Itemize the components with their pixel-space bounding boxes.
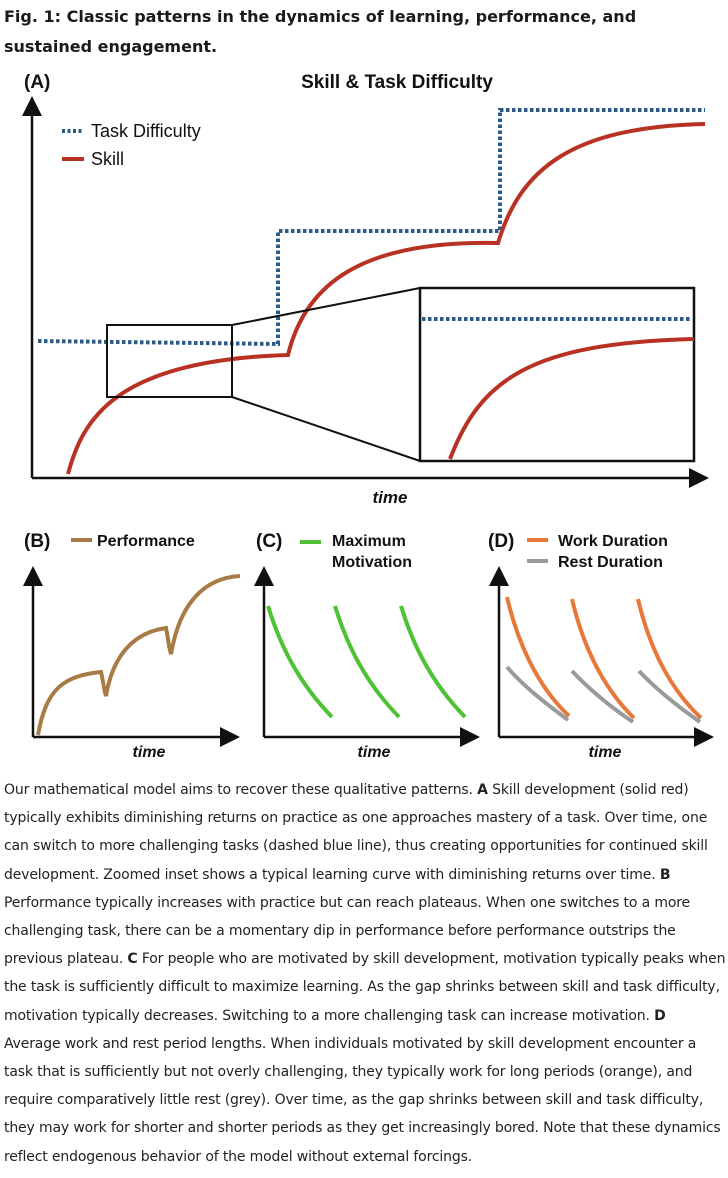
- panel-d-label: (D): [488, 531, 514, 552]
- motivation-line-3: [399, 605, 467, 719]
- panel-c: (C) Maximum Motivation time: [254, 531, 480, 761]
- legend-skill-label: Skill: [91, 149, 124, 169]
- figure-title: Fig. 1: Classic patterns in the dynamics…: [4, 7, 637, 56]
- zoom-connector-top: [231, 287, 421, 326]
- panel-c-label: (C): [256, 531, 282, 552]
- panel-a-x-label: time: [373, 488, 408, 507]
- rest-duration-line-2: [570, 669, 635, 724]
- work-duration-line-1: [505, 596, 571, 718]
- panel-c-x-label: time: [358, 744, 391, 761]
- panel-a: (A) Skill & Task Difficulty Task Difficu…: [22, 72, 709, 507]
- panel-d-x-label: time: [589, 744, 622, 761]
- skill-curve: [66, 122, 706, 475]
- legend-motivation-label-1: Maximum: [332, 533, 406, 550]
- figure-caption: Our mathematical model aims to recover t…: [4, 776, 726, 1171]
- work-duration-line-2: [570, 598, 636, 720]
- zoom-inset: [418, 286, 696, 463]
- caption-key-c: C: [127, 951, 138, 968]
- task-difficulty-line: [37, 108, 705, 347]
- rest-duration-line-1: [505, 665, 570, 722]
- caption-part-b: Performance typically increases with pra…: [4, 894, 690, 968]
- panel-d: (D) Work Duration Rest Duration time: [488, 531, 714, 761]
- legend-performance-label: Performance: [97, 533, 195, 550]
- caption-key-b: B: [659, 866, 671, 883]
- panel-b-x-label: time: [133, 744, 166, 761]
- panel-a-label: (A): [24, 72, 50, 93]
- panel-b-label: (B): [24, 531, 50, 552]
- zoom-region-box: [106, 324, 233, 398]
- motivation-line-1: [266, 605, 334, 719]
- caption-key-a: A: [477, 782, 488, 798]
- panel-b: (B) Performance time: [23, 531, 241, 761]
- performance-curve: [36, 574, 241, 736]
- caption-part-a: Skill development (solid red) typically …: [4, 782, 708, 883]
- rest-duration-line-3: [637, 669, 702, 724]
- panel-a-title: Skill & Task Difficulty: [301, 72, 493, 93]
- zoom-connector-bottom: [231, 396, 421, 462]
- work-duration-line-3: [636, 598, 703, 720]
- caption-intro: Our mathematical model aims to recover t…: [4, 782, 478, 798]
- inset-skill-curve: [448, 337, 695, 460]
- figure-illustration: (A) Skill & Task Difficulty Task Difficu…: [22, 72, 714, 761]
- caption-part-d: Average work and rest period lengths. Wh…: [4, 1035, 721, 1165]
- caption-key-d: D: [654, 1007, 666, 1024]
- motivation-line-2: [333, 605, 401, 719]
- legend-work-label: Work Duration: [558, 533, 668, 550]
- caption-part-c: For people who are motivated by skill de…: [4, 951, 726, 1024]
- legend-task-difficulty-label: Task Difficulty: [91, 121, 201, 141]
- legend-motivation-label-2: Motivation: [332, 554, 412, 571]
- legend-rest-label: Rest Duration: [558, 554, 663, 571]
